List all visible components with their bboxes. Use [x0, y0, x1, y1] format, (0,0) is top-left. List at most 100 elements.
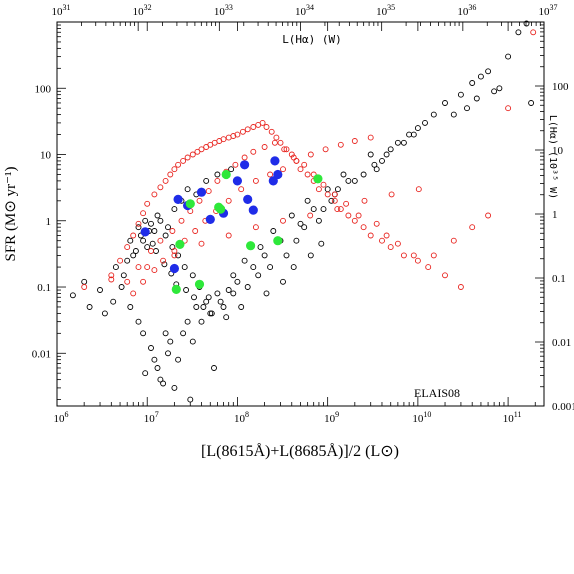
- tick-label: 109: [324, 410, 339, 425]
- tick-label-exponent: 33: [225, 3, 233, 12]
- data-points: [69, 20, 537, 403]
- data-point: [184, 186, 191, 193]
- data-point: [383, 232, 390, 239]
- data-point: [268, 176, 278, 186]
- tick-label: 108: [234, 410, 249, 425]
- data-point: [160, 257, 167, 264]
- tick-label: 0.1: [37, 282, 51, 294]
- data-point: [491, 88, 498, 95]
- data-point: [171, 206, 178, 213]
- data-point: [340, 171, 347, 178]
- tick-label-base: 10: [376, 6, 388, 18]
- data-point: [523, 20, 530, 27]
- data-point: [140, 278, 147, 285]
- data-point: [165, 350, 171, 357]
- data-point: [414, 125, 421, 132]
- data-point: [469, 224, 476, 231]
- data-point: [230, 272, 237, 279]
- data-point: [263, 124, 270, 130]
- data-point: [151, 228, 158, 234]
- tick-label-exponent: 34: [306, 3, 314, 12]
- data-point: [169, 263, 179, 274]
- data-point: [273, 236, 283, 246]
- data-point: [220, 304, 227, 310]
- data-point: [315, 217, 322, 224]
- data-point: [355, 212, 362, 219]
- data-point: [318, 240, 325, 247]
- data-point: [234, 131, 241, 138]
- data-point: [351, 138, 358, 144]
- tick-label-exponent: 36: [468, 3, 476, 12]
- data-point: [261, 144, 268, 150]
- data-point: [148, 220, 154, 227]
- tick-label: 1: [552, 209, 558, 221]
- data-point: [246, 241, 256, 251]
- plot-frame: [56, 21, 545, 407]
- data-point: [189, 151, 196, 158]
- data-point: [132, 248, 139, 254]
- data-point: [198, 318, 205, 325]
- data-point: [241, 154, 248, 161]
- data-point: [221, 169, 231, 180]
- data-point: [280, 217, 286, 224]
- data-point: [230, 133, 237, 139]
- data-point: [183, 287, 190, 293]
- data-point: [162, 177, 169, 184]
- data-point: [239, 128, 246, 135]
- data-point: [203, 177, 210, 184]
- data-point: [117, 257, 124, 264]
- data-point: [337, 141, 344, 148]
- data-point: [135, 264, 142, 271]
- data-point: [301, 224, 308, 231]
- data-point: [410, 252, 417, 259]
- data-point: [250, 264, 257, 271]
- data-point: [528, 100, 535, 106]
- tick-label-exponent: 6: [65, 410, 69, 419]
- tick-label: 0.1: [552, 273, 566, 285]
- data-point: [151, 356, 158, 363]
- data-point: [241, 257, 248, 264]
- tick-label: 100: [35, 83, 52, 95]
- data-point: [205, 188, 212, 195]
- data-point: [373, 220, 380, 227]
- data-point: [277, 139, 284, 146]
- tick-label: 10: [40, 150, 52, 162]
- data-point: [383, 151, 390, 158]
- data-point: [232, 161, 239, 168]
- tick-label-base: 10: [295, 6, 307, 18]
- tick-label: 1036: [457, 3, 476, 18]
- tick-label-exponent: 31: [63, 3, 71, 12]
- data-point: [124, 244, 131, 251]
- data-point: [304, 171, 311, 178]
- tick-label: 10: [552, 145, 564, 157]
- tick-label: 107: [144, 410, 159, 425]
- data-point: [230, 290, 237, 297]
- data-point: [144, 200, 151, 207]
- data-point: [297, 166, 304, 173]
- data-point: [157, 376, 164, 383]
- data-point: [485, 68, 492, 75]
- data-point: [371, 161, 378, 168]
- tick-label: 1031: [52, 3, 71, 18]
- tick-label: 1033: [214, 3, 233, 18]
- tick-label: 106: [54, 410, 69, 425]
- data-point: [135, 224, 142, 231]
- data-point: [304, 197, 311, 204]
- data-point: [280, 278, 286, 285]
- data-point: [140, 227, 150, 237]
- tick-label: 1034: [295, 3, 314, 18]
- tick-label: 0.01: [32, 348, 51, 360]
- plot-area: [56, 21, 545, 407]
- data-point: [194, 148, 201, 155]
- data-point: [140, 330, 147, 337]
- data-point: [171, 384, 178, 391]
- tick-label-exponent: 35: [387, 3, 395, 12]
- data-point: [450, 237, 457, 244]
- data-point: [214, 290, 221, 297]
- data-point: [162, 330, 169, 337]
- data-point: [214, 171, 221, 178]
- data-point: [127, 237, 134, 244]
- data-point: [345, 177, 352, 184]
- data-point: [310, 206, 317, 213]
- tick-label: 1010: [412, 410, 431, 425]
